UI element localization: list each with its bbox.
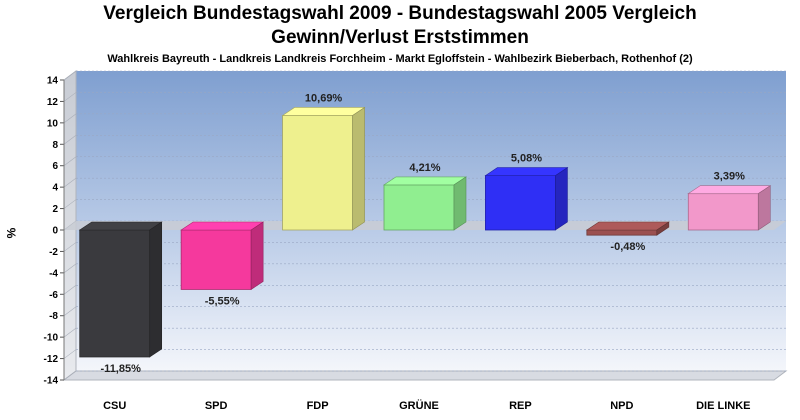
floor bbox=[62, 370, 788, 381]
y-tick-label: -10 bbox=[44, 333, 59, 344]
y-tick-label: -8 bbox=[49, 311, 58, 322]
data-label: 10,69% bbox=[305, 92, 343, 104]
bar-front bbox=[180, 229, 252, 290]
bar-side bbox=[352, 106, 365, 231]
bar-top bbox=[484, 167, 569, 176]
gridline-side bbox=[63, 327, 77, 338]
chart-title: Vergleich Bundestagswahl 2009 - Bundesta… bbox=[0, 2, 800, 50]
gridline-side bbox=[63, 70, 77, 81]
x-tick-label: FDP bbox=[307, 400, 329, 412]
chart-title-line-1: Vergleich Bundestagswahl 2009 - Bundesta… bbox=[103, 3, 697, 24]
chart-title-line-2: Gewinn/Verlust Erststimmen bbox=[271, 27, 529, 48]
gridline-side bbox=[63, 135, 77, 145]
bar-rep bbox=[484, 167, 569, 231]
bar-front bbox=[79, 229, 151, 358]
y-tick-label: -14 bbox=[44, 376, 59, 387]
x-tick-label: NPD bbox=[610, 400, 633, 412]
gridline-side bbox=[63, 113, 77, 124]
bar-side bbox=[453, 176, 467, 231]
bar-front bbox=[383, 184, 455, 231]
y-tick-label: -6 bbox=[49, 290, 58, 301]
y-tick-label: 14 bbox=[47, 76, 59, 87]
x-tick-label: REP bbox=[509, 400, 532, 412]
bar-front bbox=[586, 229, 658, 236]
y-tick-label: -12 bbox=[44, 354, 59, 365]
bar-fdp bbox=[281, 106, 366, 231]
data-label: -11,85% bbox=[101, 363, 142, 375]
bar-top bbox=[281, 107, 366, 116]
x-tick-label: GRÜNE bbox=[399, 399, 439, 412]
gridline-side bbox=[63, 306, 77, 316]
y-tick-label: 12 bbox=[47, 97, 59, 108]
bar-grüne bbox=[383, 176, 467, 231]
bar-npd bbox=[585, 221, 670, 236]
x-tick-label: CSU bbox=[103, 400, 126, 412]
bar-side bbox=[149, 221, 163, 358]
data-label: -0,48% bbox=[610, 241, 645, 253]
gridline-side bbox=[63, 156, 77, 166]
gridline-side bbox=[63, 285, 77, 295]
bar-top bbox=[78, 221, 163, 231]
y-tick-label: 2 bbox=[52, 204, 58, 215]
bar-side bbox=[555, 167, 568, 231]
bar-die-linke bbox=[687, 185, 772, 231]
bar-front bbox=[485, 175, 556, 231]
y-tick-label: 0 bbox=[52, 226, 58, 237]
y-tick-label: -2 bbox=[49, 247, 58, 258]
y-tick-label: -4 bbox=[49, 268, 58, 279]
y-tick-label: 4 bbox=[52, 183, 58, 194]
y-tick-label: 8 bbox=[52, 140, 58, 151]
bar-front bbox=[282, 115, 353, 231]
chart-subtitle: Wahlkreis Bayreuth - Landkreis Landkreis… bbox=[107, 53, 693, 65]
bar-top bbox=[383, 176, 467, 186]
gridline-side bbox=[63, 177, 77, 188]
gridline-side bbox=[63, 92, 77, 102]
gridline-side bbox=[63, 349, 77, 359]
gridline-side bbox=[63, 199, 77, 209]
bar-front bbox=[687, 193, 759, 231]
bar-side bbox=[656, 221, 670, 236]
data-label: 5,08% bbox=[511, 153, 542, 165]
bar-csu bbox=[78, 221, 163, 358]
gridline-side bbox=[63, 242, 77, 252]
data-label: 3,39% bbox=[714, 171, 745, 183]
gridline-side bbox=[63, 263, 77, 274]
bar-side bbox=[250, 221, 264, 291]
x-tick-label: DIE LINKE bbox=[696, 400, 750, 412]
gridline-side bbox=[63, 370, 77, 381]
y-tick-label: 6 bbox=[52, 161, 58, 172]
data-label: 4,21% bbox=[409, 162, 440, 174]
bar-side bbox=[757, 185, 771, 231]
y-tick-label: 10 bbox=[47, 118, 59, 129]
bar-top bbox=[180, 221, 265, 231]
data-label: -5,55% bbox=[205, 295, 240, 307]
x-tick-label: SPD bbox=[205, 400, 228, 412]
bar-spd bbox=[180, 221, 265, 291]
bar-top bbox=[687, 185, 772, 194]
bar-top bbox=[585, 221, 670, 231]
